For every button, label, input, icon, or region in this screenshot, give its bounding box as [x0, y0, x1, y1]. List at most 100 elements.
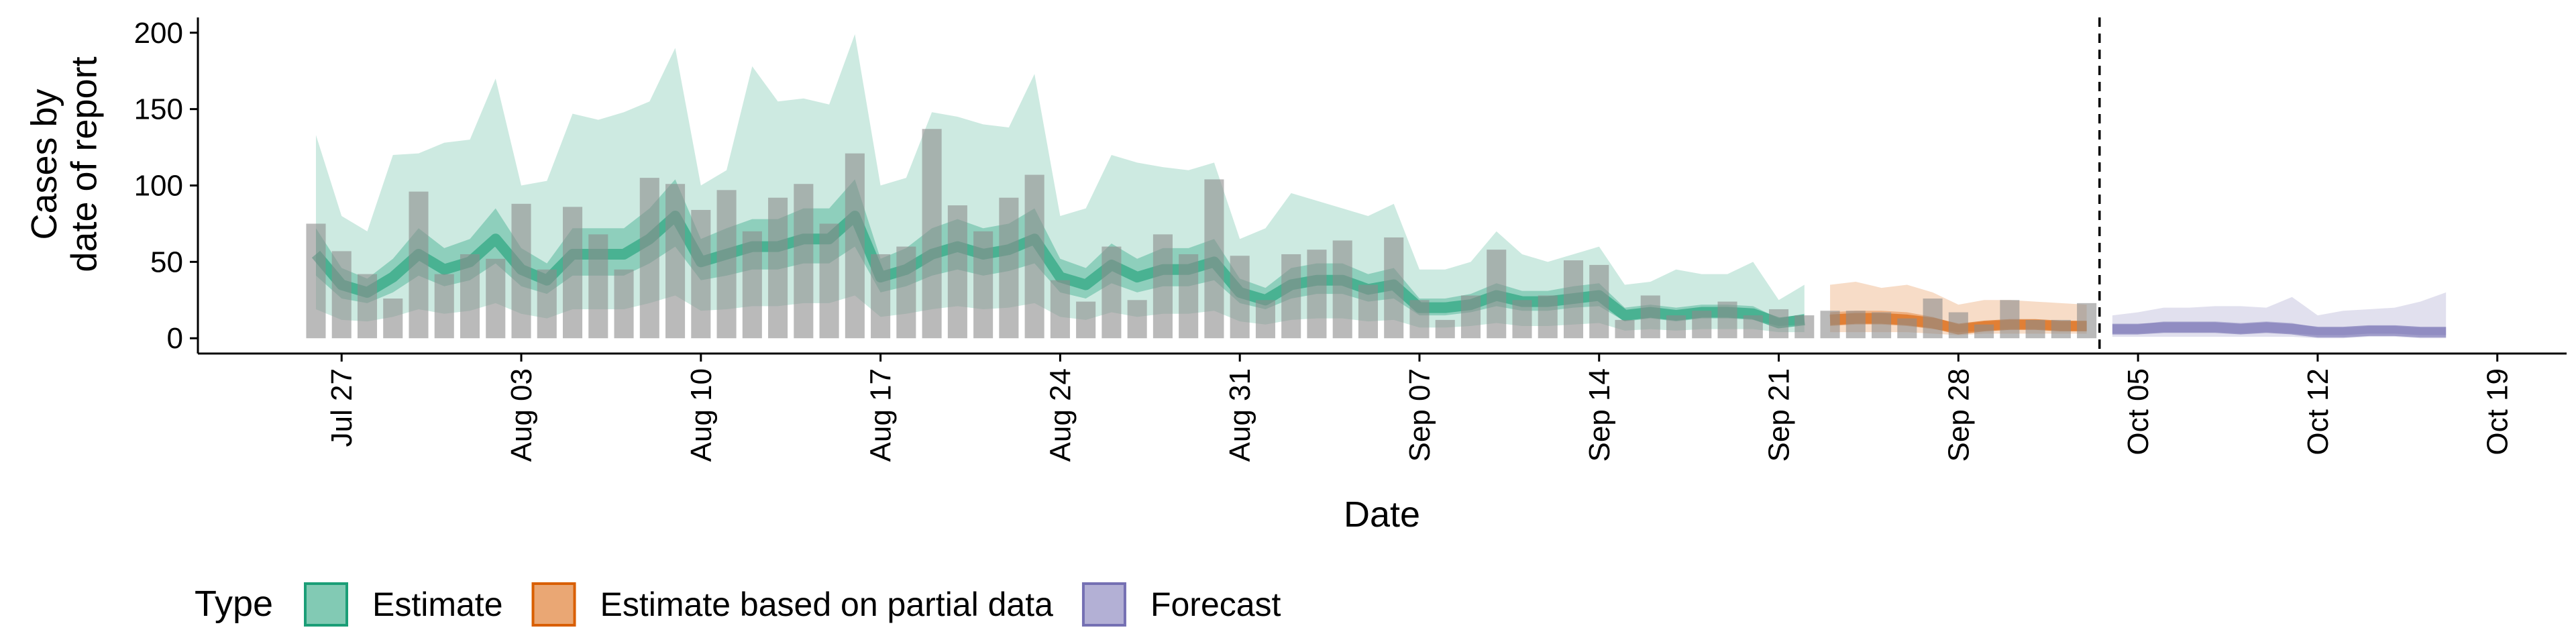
- bar: [794, 184, 814, 339]
- legend-swatch: [304, 582, 348, 627]
- x-tick-label: Oct 19: [2481, 368, 2514, 455]
- bar: [1615, 319, 1635, 339]
- bar: [1897, 318, 1917, 339]
- band-50: [315, 179, 1805, 327]
- bar: [1152, 234, 1173, 339]
- x-tick-label: Jul 27: [325, 368, 358, 447]
- x-tick-label: Sep 14: [1583, 368, 1616, 462]
- bar: [1666, 315, 1686, 339]
- bar: [742, 231, 762, 339]
- bar: [1640, 295, 1660, 339]
- bar: [562, 207, 583, 339]
- bar: [768, 197, 788, 339]
- bar: [2000, 300, 2020, 339]
- bar: [819, 223, 839, 339]
- bar: [1769, 309, 1789, 339]
- bar: [1050, 280, 1070, 339]
- x-tick-label: Sep 21: [1763, 368, 1796, 462]
- median-line: [2112, 322, 2447, 338]
- bar: [460, 254, 480, 339]
- bar: [1076, 301, 1096, 339]
- bar: [614, 269, 634, 339]
- bar: [537, 269, 557, 339]
- legend-swatch: [531, 582, 576, 627]
- bar: [665, 184, 686, 339]
- bar: [1281, 254, 1301, 339]
- bar: [2025, 319, 2045, 339]
- y-tick-label: 100: [134, 170, 183, 203]
- x-axis-title: Date: [1344, 494, 1420, 535]
- bar: [1923, 299, 1943, 339]
- y-tick-label: 50: [150, 246, 183, 278]
- x-tick-label: Aug 31: [1224, 368, 1256, 462]
- bar: [1024, 174, 1044, 339]
- legend-swatch: [1081, 582, 1126, 627]
- bar: [511, 203, 531, 339]
- bar: [871, 254, 891, 339]
- bar: [409, 191, 429, 339]
- bar: [896, 246, 916, 339]
- bar: [434, 274, 454, 339]
- bar: [1974, 324, 1994, 339]
- bar: [486, 258, 506, 339]
- bar: [1487, 250, 1507, 339]
- bar: [1255, 300, 1275, 339]
- bar: [639, 178, 659, 339]
- bar: [1717, 301, 1737, 339]
- bar: [1692, 311, 1712, 339]
- bar: [973, 231, 994, 339]
- bar: [947, 205, 967, 339]
- bar: [1307, 250, 1327, 339]
- x-tick-label: Oct 05: [2122, 368, 2155, 455]
- x-tick-label: Sep 07: [1403, 368, 1436, 462]
- bar: [1435, 319, 1455, 339]
- legend-label: Forecast: [1150, 586, 1281, 623]
- x-tick-label: Aug 24: [1044, 368, 1077, 462]
- bar: [1872, 312, 1892, 339]
- bar: [1589, 264, 1609, 339]
- bar: [2077, 303, 2097, 339]
- bar: [331, 251, 352, 339]
- bar: [1332, 240, 1352, 339]
- bar: [691, 209, 711, 339]
- legend-label: Estimate: [372, 586, 503, 623]
- bar: [1230, 256, 1250, 339]
- bar: [1409, 300, 1430, 339]
- bar: [1563, 260, 1584, 339]
- bar: [1179, 254, 1199, 339]
- bar: [1384, 237, 1404, 339]
- y-axis-title-line: date of report: [64, 56, 105, 272]
- bar: [1538, 295, 1558, 339]
- bar: [845, 153, 865, 339]
- x-tick-label: Aug 10: [685, 368, 718, 462]
- bar: [716, 190, 737, 339]
- bar: [306, 223, 326, 339]
- bar: [1794, 315, 1815, 339]
- bar: [1820, 311, 1840, 339]
- y-axis-title-line: Cases by: [24, 89, 64, 239]
- x-tick-label: Oct 12: [2302, 368, 2334, 455]
- bar: [357, 274, 378, 339]
- y-tick-label: 0: [167, 322, 183, 355]
- bar: [1948, 312, 1968, 339]
- bar: [588, 234, 608, 339]
- bar: [1358, 284, 1378, 339]
- bar: [1512, 300, 1532, 339]
- bar: [1102, 246, 1122, 339]
- y-tick-label: 150: [134, 93, 183, 126]
- legend-title: Type: [195, 584, 273, 624]
- x-tick-label: Aug 17: [865, 368, 898, 462]
- bar: [999, 197, 1019, 339]
- x-tick-label: Sep 28: [1942, 368, 1975, 462]
- legend-label: Estimate based on partial data: [600, 586, 1054, 623]
- bar: [1743, 315, 1763, 339]
- x-tick-label: Aug 03: [505, 368, 538, 462]
- bar: [383, 299, 403, 339]
- y-axis-title: Cases bydate of report: [24, 56, 104, 272]
- y-tick-label: 200: [134, 17, 183, 50]
- bar: [1127, 300, 1147, 339]
- bar: [1845, 311, 1866, 339]
- bar: [2051, 319, 2071, 339]
